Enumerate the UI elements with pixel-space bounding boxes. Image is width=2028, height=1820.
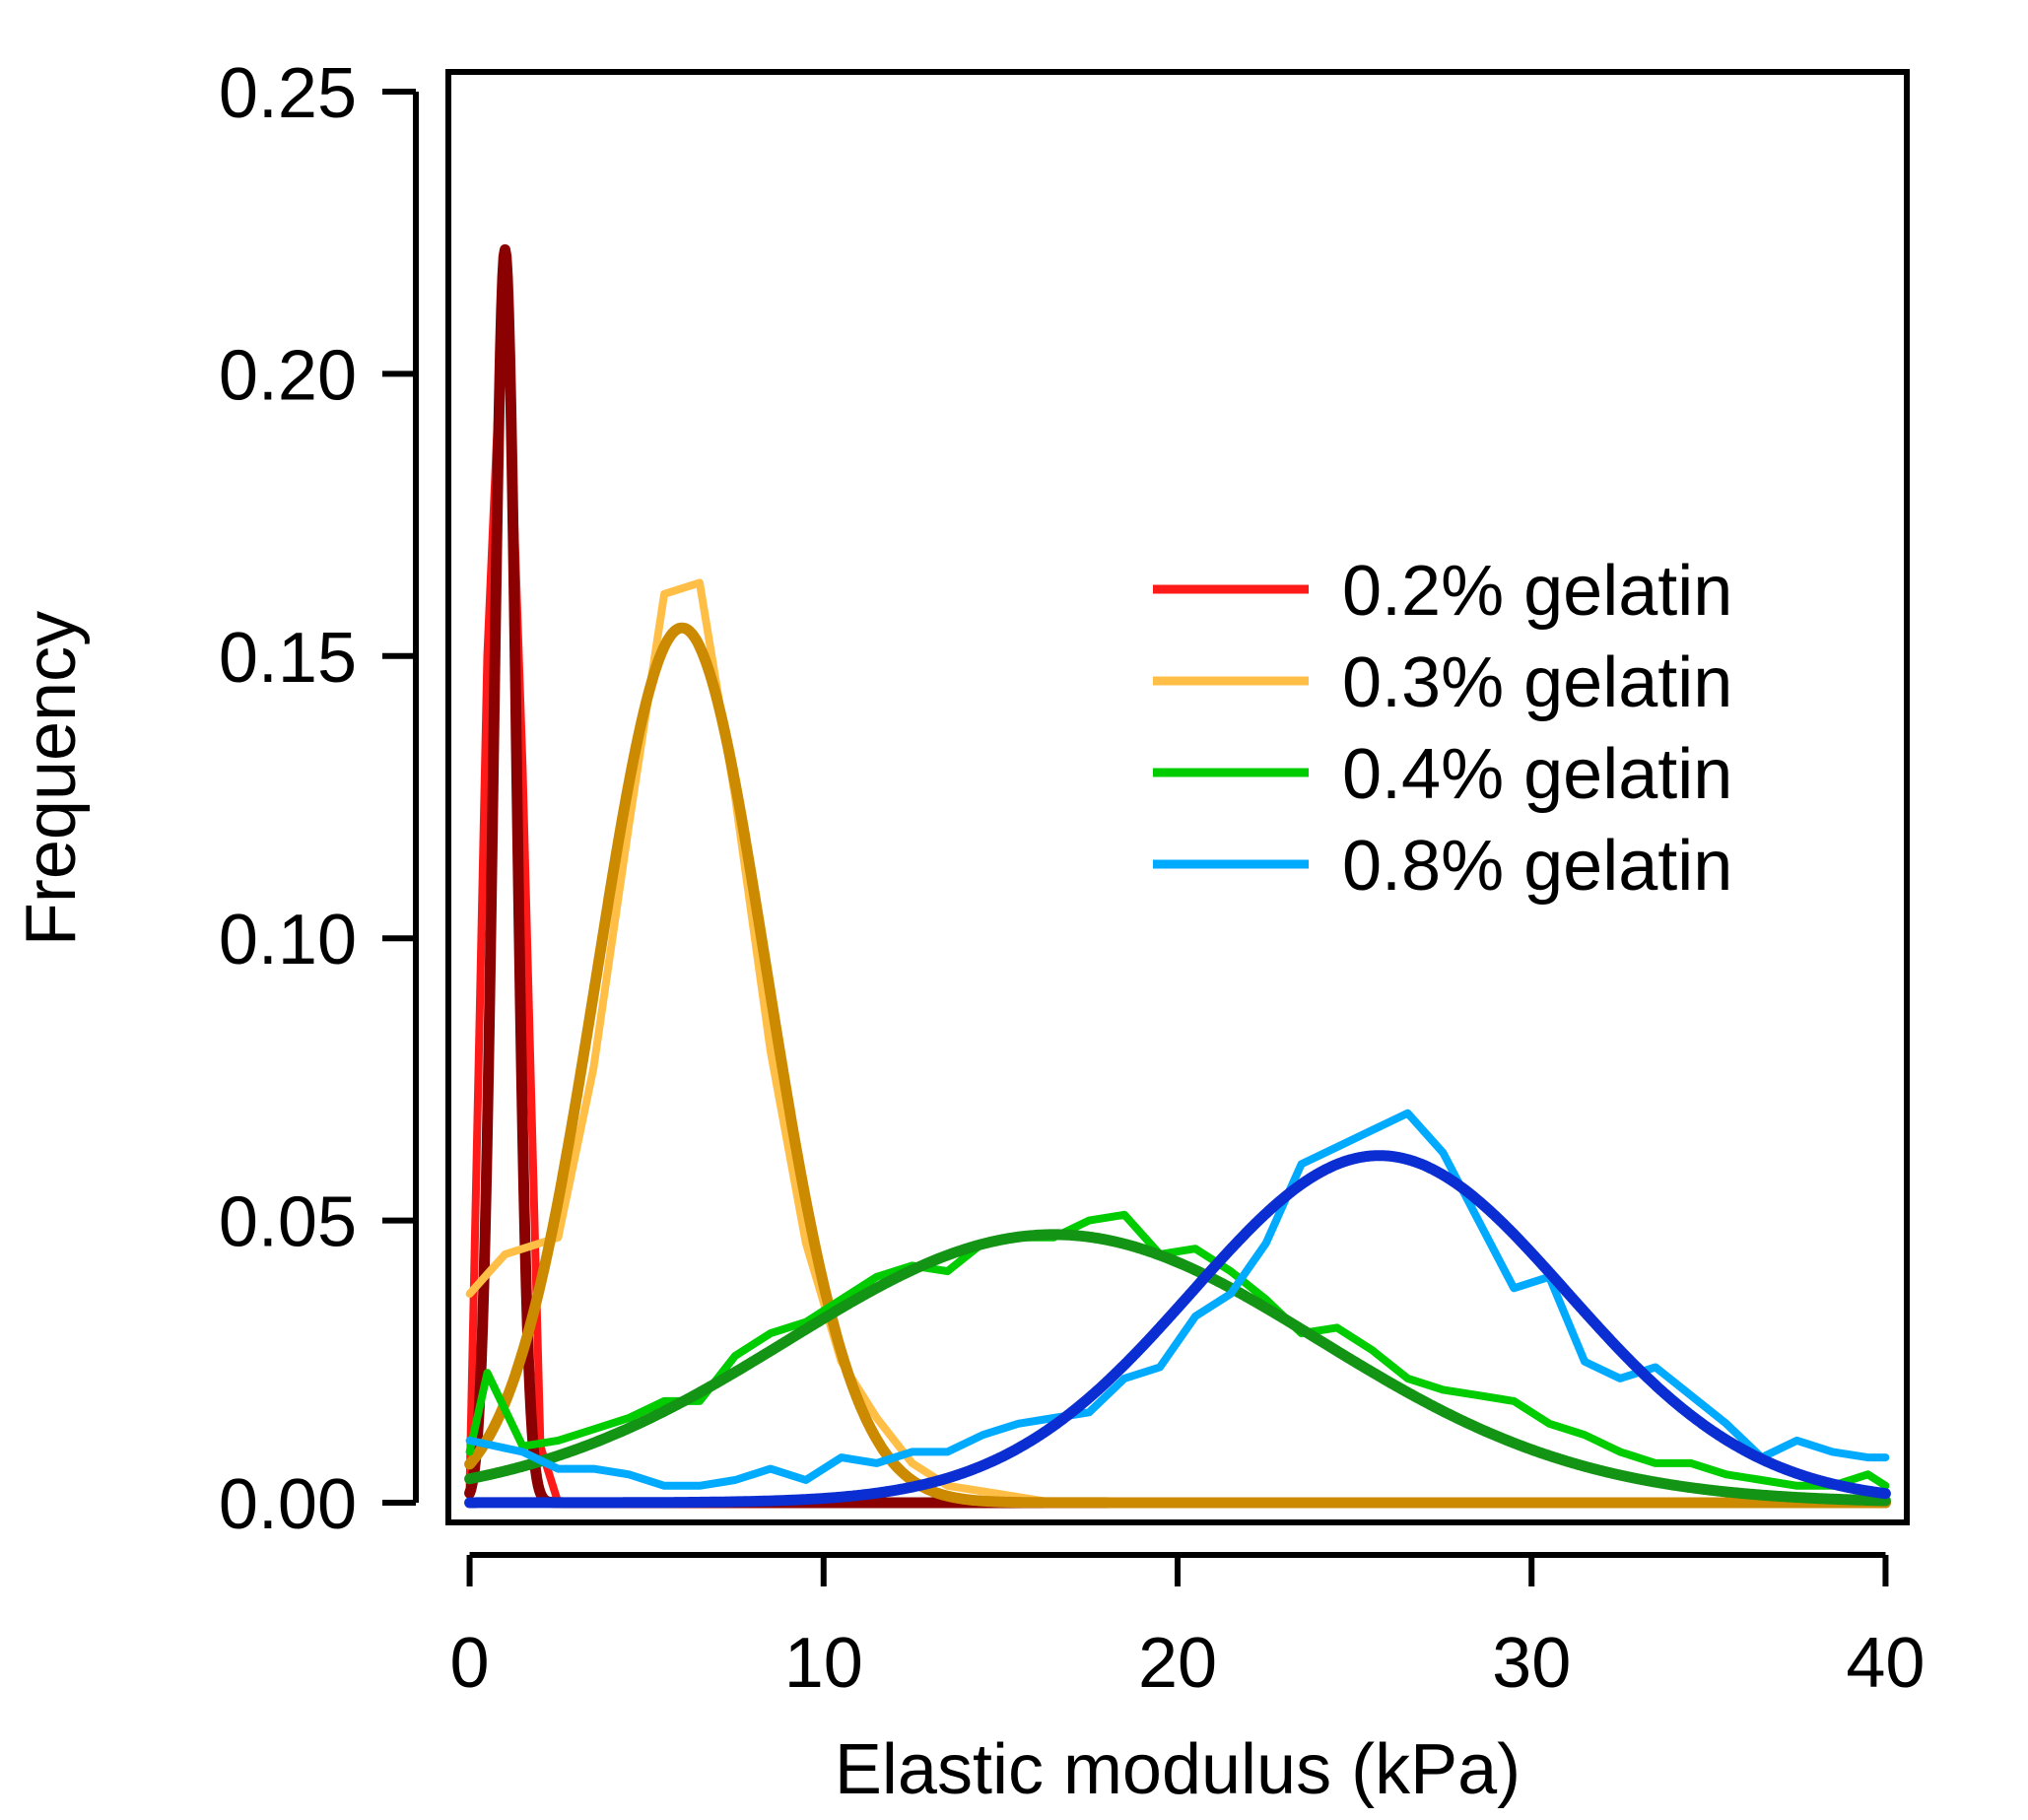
- series-line-0-8-gelatin: [465, 1109, 1890, 1490]
- fit-line-series-3: [464, 622, 1891, 1509]
- series-line-0-3-gelatin: [465, 578, 1890, 1507]
- x-tick-label: 0: [450, 1624, 490, 1703]
- y-tick-label: 0.05: [219, 1183, 357, 1262]
- x-tick-label: 20: [1138, 1624, 1217, 1703]
- legend-label: 0.4% gelatin: [1342, 735, 1732, 814]
- y-tick-label: 0.00: [219, 1465, 357, 1544]
- fit-line-series-7: [464, 1150, 1891, 1509]
- legend-label: 0.8% gelatin: [1342, 827, 1732, 906]
- x-axis: 0 10 20 30 40: [450, 1552, 1925, 1703]
- series-layer: [464, 243, 1891, 1509]
- y-tick-label: 0.25: [219, 54, 357, 133]
- fit-line-series-5: [464, 1229, 1891, 1507]
- x-tick-label: 40: [1846, 1624, 1925, 1703]
- x-tick-label: 10: [784, 1624, 863, 1703]
- y-tick-label: 0.10: [219, 901, 357, 979]
- y-tick-label: 0.15: [219, 619, 357, 698]
- legend-label: 0.2% gelatin: [1342, 552, 1732, 631]
- x-axis-title: Elastic modulus (kPa): [835, 1730, 1521, 1809]
- x-tick-label: 30: [1492, 1624, 1571, 1703]
- y-tick-label: 0.20: [219, 336, 357, 415]
- legend: 0.2% gelatin 0.3% gelatin 0.4% gelatin 0.8%…: [1153, 552, 1732, 906]
- legend-label: 0.3% gelatin: [1342, 643, 1732, 722]
- plot-frame: [445, 69, 1910, 1525]
- y-axis: 0.00 0.05 0.10 0.15 0.20 0.25: [219, 54, 419, 1544]
- y-axis-title: Frequency: [12, 611, 91, 946]
